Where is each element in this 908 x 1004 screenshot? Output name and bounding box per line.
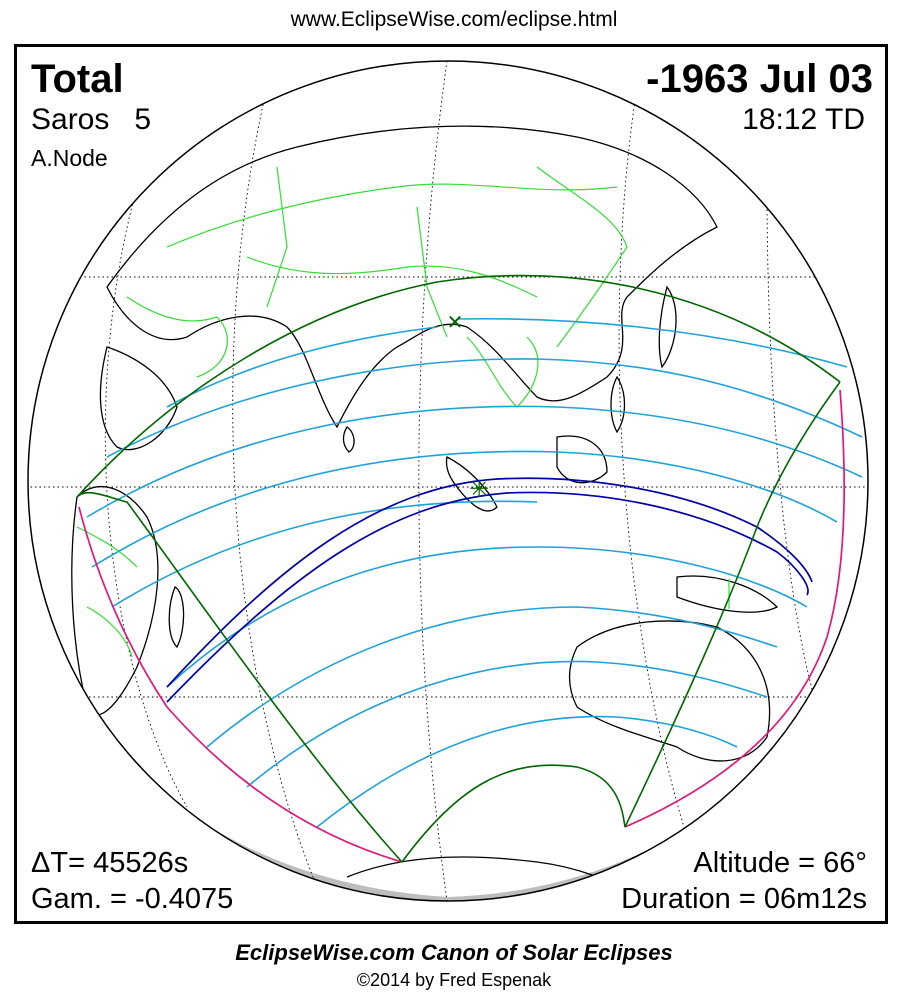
set-curve	[624, 389, 846, 828]
border-asia-3	[266, 166, 288, 308]
coast-arabia	[99, 346, 178, 451]
eclipse-date: -1963 Jul 03	[646, 57, 873, 101]
greatest-eclipse-marker: ✳	[469, 475, 489, 503]
coverage-curve	[86, 405, 863, 518]
greatest-duration-marker: ✕	[447, 310, 464, 334]
source-url: www.EclipseWise.com/eclipse.html	[290, 8, 618, 31]
coast-philippines	[610, 375, 626, 434]
coverage-curves	[86, 317, 863, 828]
border-africa-1	[76, 526, 138, 568]
penumbra-west-lobe	[76, 492, 403, 863]
coverage-curve	[456, 317, 848, 368]
saros-label: Saros	[31, 103, 110, 136]
coverage-curve	[91, 450, 838, 568]
coverage-curve	[246, 660, 768, 788]
central-path-north-limit	[166, 477, 813, 688]
coast-borneo	[556, 435, 608, 484]
penumbra-limits	[76, 274, 841, 863]
coast-newguinea	[676, 575, 779, 613]
globe-outline	[27, 60, 869, 902]
lunar-node: A.Node	[31, 145, 108, 171]
border-africa-2	[86, 606, 133, 658]
central-path-south-limit	[166, 491, 809, 703]
copyright: ©2014 by Fred Espenak	[356, 970, 552, 990]
border-asia-2	[246, 256, 538, 298]
gamma-value: Gam. = -0.4075	[31, 883, 234, 915]
delta-t: ΔT= 45526s	[31, 847, 189, 879]
rise-set-curves	[78, 389, 846, 863]
penumbra-east-lobe	[624, 381, 841, 828]
border-mideast	[126, 296, 228, 378]
globe-map: ✕ ✳	[27, 60, 869, 902]
coverage-curve	[206, 606, 778, 748]
border-asia-1	[166, 183, 618, 248]
canon-title: EclipseWise.com Canon of Solar Eclipses	[235, 940, 673, 965]
penumbra-north-limit	[76, 274, 841, 498]
coverage-curve	[166, 326, 438, 408]
rise-curve	[78, 506, 403, 863]
sun-altitude: Altitude = 66°	[693, 847, 867, 879]
coverage-curve	[111, 500, 538, 608]
eclipse-type: Total	[31, 57, 124, 101]
coverage-curve	[316, 715, 738, 828]
border-china	[536, 166, 628, 348]
totality-duration: Duration = 06m12s	[621, 883, 867, 915]
eclipse-map-panel: ✕ ✳ Total Saros 5 A.Node -1963 Jul 03 18…	[14, 44, 888, 924]
coast-africa	[71, 486, 159, 716]
border-asia-4	[416, 206, 448, 338]
coast-sumatra	[445, 456, 498, 512]
globe-disk	[28, 61, 868, 901]
saros-series: Saros 5	[31, 103, 151, 137]
coast-madagascar	[168, 586, 185, 649]
eclipse-time: 18:12 TD	[742, 103, 865, 136]
penumbra-south-limit	[401, 764, 626, 863]
central-path	[166, 477, 813, 703]
graticule	[28, 61, 868, 901]
saros-number: 5	[134, 103, 152, 136]
coast-srilanka	[342, 426, 355, 453]
coverage-curve	[106, 358, 863, 458]
coast-japan	[658, 285, 677, 369]
